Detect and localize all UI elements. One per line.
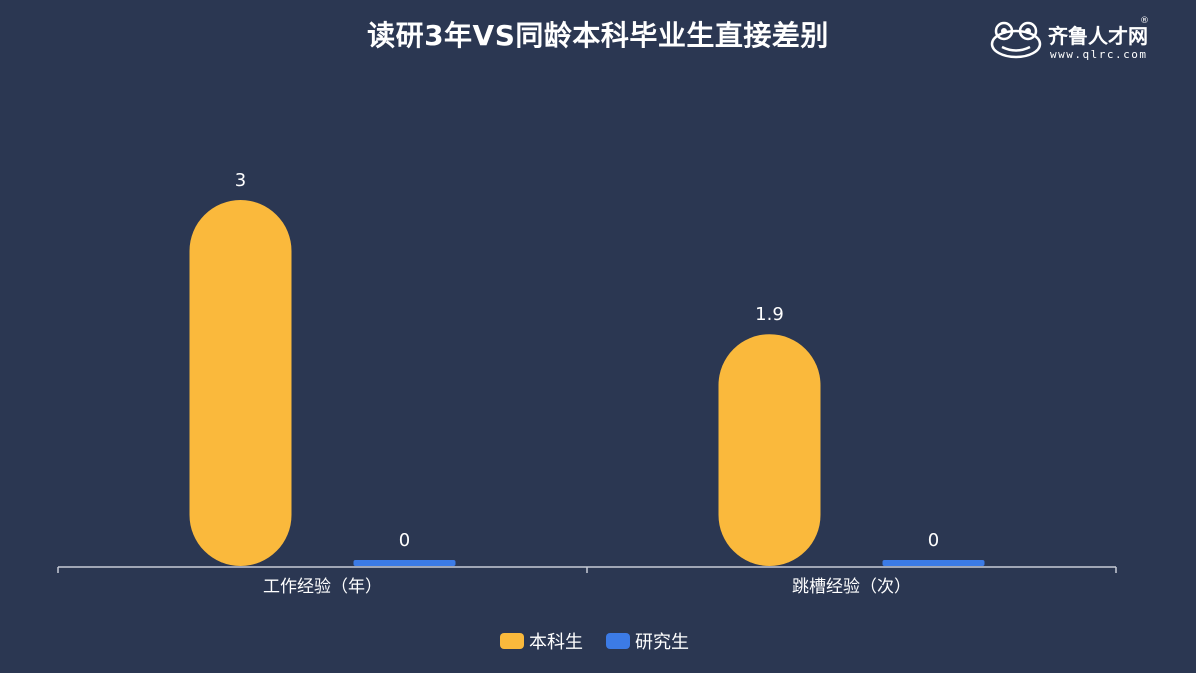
logo-name: 齐鲁人才网	[1048, 24, 1148, 48]
x-tick-label: 跳槽经验（次）	[792, 577, 911, 597]
legend-swatch	[500, 633, 524, 649]
chart-title: 读研3年VS同龄本科毕业生直接差别	[367, 19, 829, 52]
bar-undergraduate	[718, 334, 821, 566]
data-label: 1.9	[755, 304, 784, 325]
logo-registered-mark: ®	[1140, 16, 1149, 26]
bar-graduate	[353, 560, 456, 566]
bar-undergraduate	[189, 200, 292, 566]
logo-url: www.qlrc.com	[1050, 48, 1148, 61]
legend-label: 本科生	[529, 632, 583, 653]
legend-swatch	[606, 633, 630, 649]
legend-label: 研究生	[635, 632, 689, 653]
data-label: 3	[235, 170, 246, 191]
brand-logo: 齐鲁人才网 ® www.qlrc.com	[988, 16, 1184, 66]
frog-icon	[990, 21, 1042, 59]
data-label: 0	[399, 530, 410, 551]
bar-graduate	[882, 560, 985, 566]
x-tick-label: 工作经验（年）	[263, 577, 382, 597]
data-label: 0	[928, 530, 939, 551]
